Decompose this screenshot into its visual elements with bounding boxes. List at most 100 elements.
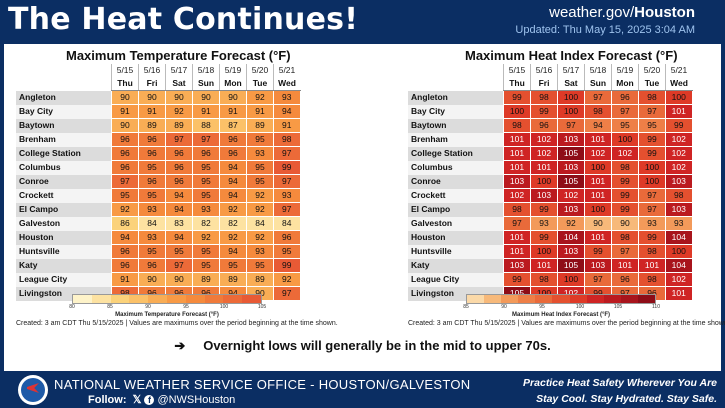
value-cell: 91: [219, 104, 247, 119]
value-cell: 96: [611, 90, 639, 105]
table-row: Galveston 86 84 83 82 82 84 84: [16, 216, 301, 231]
value-cell: 101: [503, 132, 531, 147]
updated-timestamp: Updated: Thu May 15, 2025 3:04 AM: [515, 24, 695, 36]
overnight-lows-message: ➔ Overnight lows will generally be in the…: [4, 338, 721, 354]
weekday-header: Fri: [138, 77, 166, 91]
date-header: 5/20: [638, 64, 666, 77]
value-cell: 101: [665, 104, 693, 119]
city-name: Brenham: [408, 132, 504, 147]
social-handle[interactable]: @NWSHouston: [157, 394, 236, 406]
value-cell: 91: [111, 104, 139, 119]
value-cell: 84: [273, 216, 301, 231]
value-cell: 97: [584, 90, 612, 105]
city-name: Crockett: [16, 188, 112, 203]
weekday-header: Sat: [165, 77, 193, 91]
value-cell: 91: [138, 104, 166, 119]
table-row: Huntsville 96 95 95 95 94 93 95: [16, 244, 301, 259]
value-cell: 96: [111, 146, 139, 161]
value-cell: 96: [111, 160, 139, 175]
value-cell: 98: [530, 272, 558, 287]
table-row: Columbus 101 101 103 100 98 100 102: [408, 160, 693, 175]
value-cell: 104: [665, 230, 693, 245]
city-name: League City: [16, 272, 112, 287]
value-cell: 93: [192, 202, 220, 217]
x-logo-icon[interactable]: 𝕏: [132, 394, 142, 406]
value-cell: 83: [165, 216, 193, 231]
value-cell: 97: [273, 174, 301, 189]
city-name: Angleton: [16, 90, 112, 105]
weekday-header: Thu: [111, 77, 139, 91]
value-cell: 101: [503, 230, 531, 245]
value-cell: 90: [138, 90, 166, 105]
value-cell: 89: [138, 118, 166, 133]
value-cell: 99: [638, 132, 666, 147]
safety-message-2: Stay Cool. Stay Hydrated. Stay Safe.: [536, 393, 717, 405]
legend-tick: 110: [652, 304, 660, 310]
value-cell: 100: [638, 174, 666, 189]
city-name: Columbus: [16, 160, 112, 175]
value-cell: 94: [165, 230, 193, 245]
value-cell: 92: [246, 90, 274, 105]
max-temp-legend: 80 85 90 95 100 105 Maximum Temperature Foreca…: [69, 294, 266, 318]
max-temp-table: 5/15 5/16 5/17 5/18 5/19 5/20 5/21 Thu Fri Sat Sun…: [16, 64, 301, 301]
value-cell: 95: [192, 244, 220, 259]
value-cell: 98: [503, 118, 531, 133]
facebook-icon[interactable]: f: [144, 395, 155, 405]
value-cell: 97: [584, 272, 612, 287]
table-row: Angleton 90 90 90 90 90 92 93: [16, 90, 301, 105]
site-link[interactable]: weather.gov/Houston: [549, 4, 695, 21]
value-cell: 99: [503, 90, 531, 105]
heat-index-note: Created: 3 am CDT Thu 5/15/2025 | Values…: [408, 320, 725, 327]
weekday-header: Thu: [503, 77, 531, 91]
value-cell: 82: [192, 216, 220, 231]
weekday-header: Tue: [638, 77, 666, 91]
table-row: Bay City 91 91 92 91 91 91 94: [16, 104, 301, 119]
value-cell: 99: [273, 258, 301, 273]
heat-index-legend: 85 90 95 100 105 110 Maximum Heat Index Foreca…: [463, 294, 660, 318]
value-cell: 95: [192, 258, 220, 273]
value-cell: 86: [111, 216, 139, 231]
value-cell: 101: [503, 244, 531, 259]
value-cell: 95: [273, 244, 301, 259]
value-cell: 91: [246, 104, 274, 119]
value-cell: 87: [219, 118, 247, 133]
value-cell: 103: [557, 202, 585, 217]
value-cell: 103: [503, 174, 531, 189]
city-name: Conroe: [408, 174, 504, 189]
value-cell: 89: [246, 272, 274, 287]
value-cell: 88: [192, 118, 220, 133]
date-header: 5/21: [273, 64, 300, 77]
value-cell: 95: [611, 118, 639, 133]
table-row: Galveston 97 93 92 90 90 93 93: [408, 216, 693, 231]
value-cell: 100: [503, 104, 531, 119]
legend-color-bar: [72, 294, 262, 304]
value-cell: 97: [503, 216, 531, 231]
value-cell: 95: [111, 188, 139, 203]
value-cell: 102: [665, 132, 693, 147]
footer: NATIONAL WEATHER SERVICE OFFICE - HOUSTO…: [0, 371, 725, 408]
value-cell: 96: [138, 174, 166, 189]
value-cell: 105: [557, 258, 585, 273]
value-cell: 99: [638, 230, 666, 245]
value-cell: 96: [219, 132, 247, 147]
value-cell: 99: [530, 104, 558, 119]
date-header: 5/17: [165, 64, 193, 77]
value-cell: 95: [192, 188, 220, 203]
value-cell: 96: [165, 146, 193, 161]
max-temp-title: Maximum Temperature Forecast (°F): [66, 48, 291, 63]
value-cell: 105: [557, 146, 585, 161]
office-name: NATIONAL WEATHER SERVICE OFFICE - HOUSTO…: [54, 377, 471, 392]
value-cell: 104: [557, 230, 585, 245]
city-name: Conroe: [16, 174, 112, 189]
city-name: Columbus: [408, 160, 504, 175]
value-cell: 101: [503, 160, 531, 175]
value-cell: 93: [138, 230, 166, 245]
value-cell: 95: [165, 244, 193, 259]
value-cell: 92: [165, 104, 193, 119]
value-cell: 100: [584, 160, 612, 175]
legend-tick: 90: [145, 304, 151, 310]
value-cell: 89: [192, 272, 220, 287]
page-title: The Heat Continues!: [8, 2, 359, 37]
value-cell: 90: [165, 272, 193, 287]
value-cell: 101: [584, 188, 612, 203]
